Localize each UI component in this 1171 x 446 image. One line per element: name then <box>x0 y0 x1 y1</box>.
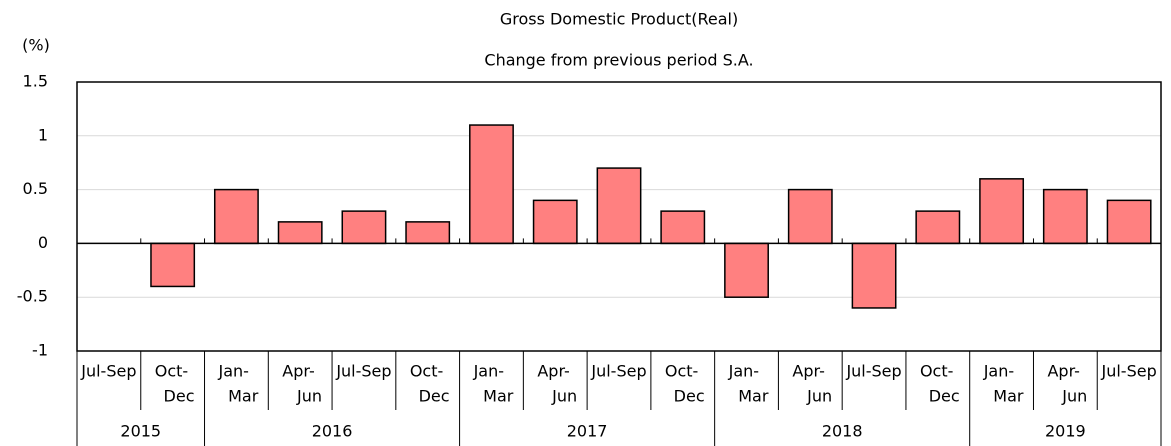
x-tick-label: Oct- <box>410 362 443 381</box>
x-tick-label: Jun <box>1061 387 1087 406</box>
bar <box>596 167 642 245</box>
x-tick-label: Mar <box>738 387 769 406</box>
chart-title: Gross Domestic Product(Real) <box>500 10 738 29</box>
bar <box>915 210 961 245</box>
x-tick-label: Apr- <box>282 362 314 381</box>
x-tick-label: Oct- <box>155 362 188 381</box>
plot-border <box>76 81 1162 352</box>
x-tick-label: Jul-Sep <box>1101 362 1157 381</box>
bar <box>277 221 323 245</box>
year-label: 2019 <box>1045 422 1086 441</box>
x-tick-label: Dec <box>419 387 450 406</box>
x-tick-label: Apr- <box>537 362 569 381</box>
bar <box>660 210 706 245</box>
year-label: 2018 <box>822 422 863 441</box>
x-tick-label: Dec <box>674 387 705 406</box>
y-tick-label: 0 <box>38 233 48 252</box>
x-tick-label: Jul-Sep <box>845 362 901 381</box>
year-label: 2015 <box>120 422 161 441</box>
bar <box>979 178 1025 245</box>
x-tick-label: Jun <box>296 387 322 406</box>
x-tick-label: Jun <box>551 387 577 406</box>
bar <box>851 242 897 309</box>
y-tick-label: -0.5 <box>17 287 48 306</box>
x-tick-label: Apr- <box>792 362 824 381</box>
bar <box>532 199 578 245</box>
bar <box>1042 188 1088 245</box>
x-tick-label: Jul-Sep <box>80 362 136 381</box>
x-tick-label: Jul-Sep <box>335 362 391 381</box>
x-tick-label: Jan- <box>728 362 759 381</box>
bar <box>469 124 514 245</box>
x-tick-label: Mar <box>483 387 514 406</box>
y-tick-label: 1 <box>38 125 48 144</box>
x-tick-label: Dec <box>164 387 195 406</box>
y-tick-label: 1.5 <box>23 72 48 91</box>
bar <box>787 188 833 245</box>
x-tick-label: Jun <box>806 387 832 406</box>
x-tick-label: Jan- <box>983 362 1014 381</box>
x-tick-label: Mar <box>228 387 259 406</box>
x-tick-label: Mar <box>993 387 1024 406</box>
year-label: 2016 <box>312 422 353 441</box>
x-tick-label: Jul-Sep <box>590 362 646 381</box>
x-tick-label: Jan- <box>473 362 504 381</box>
y-tick-label: 0.5 <box>23 179 48 198</box>
bar <box>724 242 769 298</box>
bar <box>213 188 259 245</box>
x-tick-label: Apr- <box>1047 362 1079 381</box>
year-label: 2017 <box>567 422 608 441</box>
x-tick-label: Oct- <box>665 362 698 381</box>
y-tick-label: -1 <box>32 341 48 360</box>
bar <box>341 210 387 245</box>
x-tick-label: Oct- <box>920 362 953 381</box>
bar <box>1106 199 1152 245</box>
x-tick-label: Dec <box>929 387 960 406</box>
y-axis-label: (%) <box>22 36 50 55</box>
x-tick-label: Jan- <box>218 362 249 381</box>
chart-subtitle: Change from previous period S.A. <box>484 51 753 70</box>
bar <box>150 242 196 288</box>
bar <box>405 221 451 245</box>
